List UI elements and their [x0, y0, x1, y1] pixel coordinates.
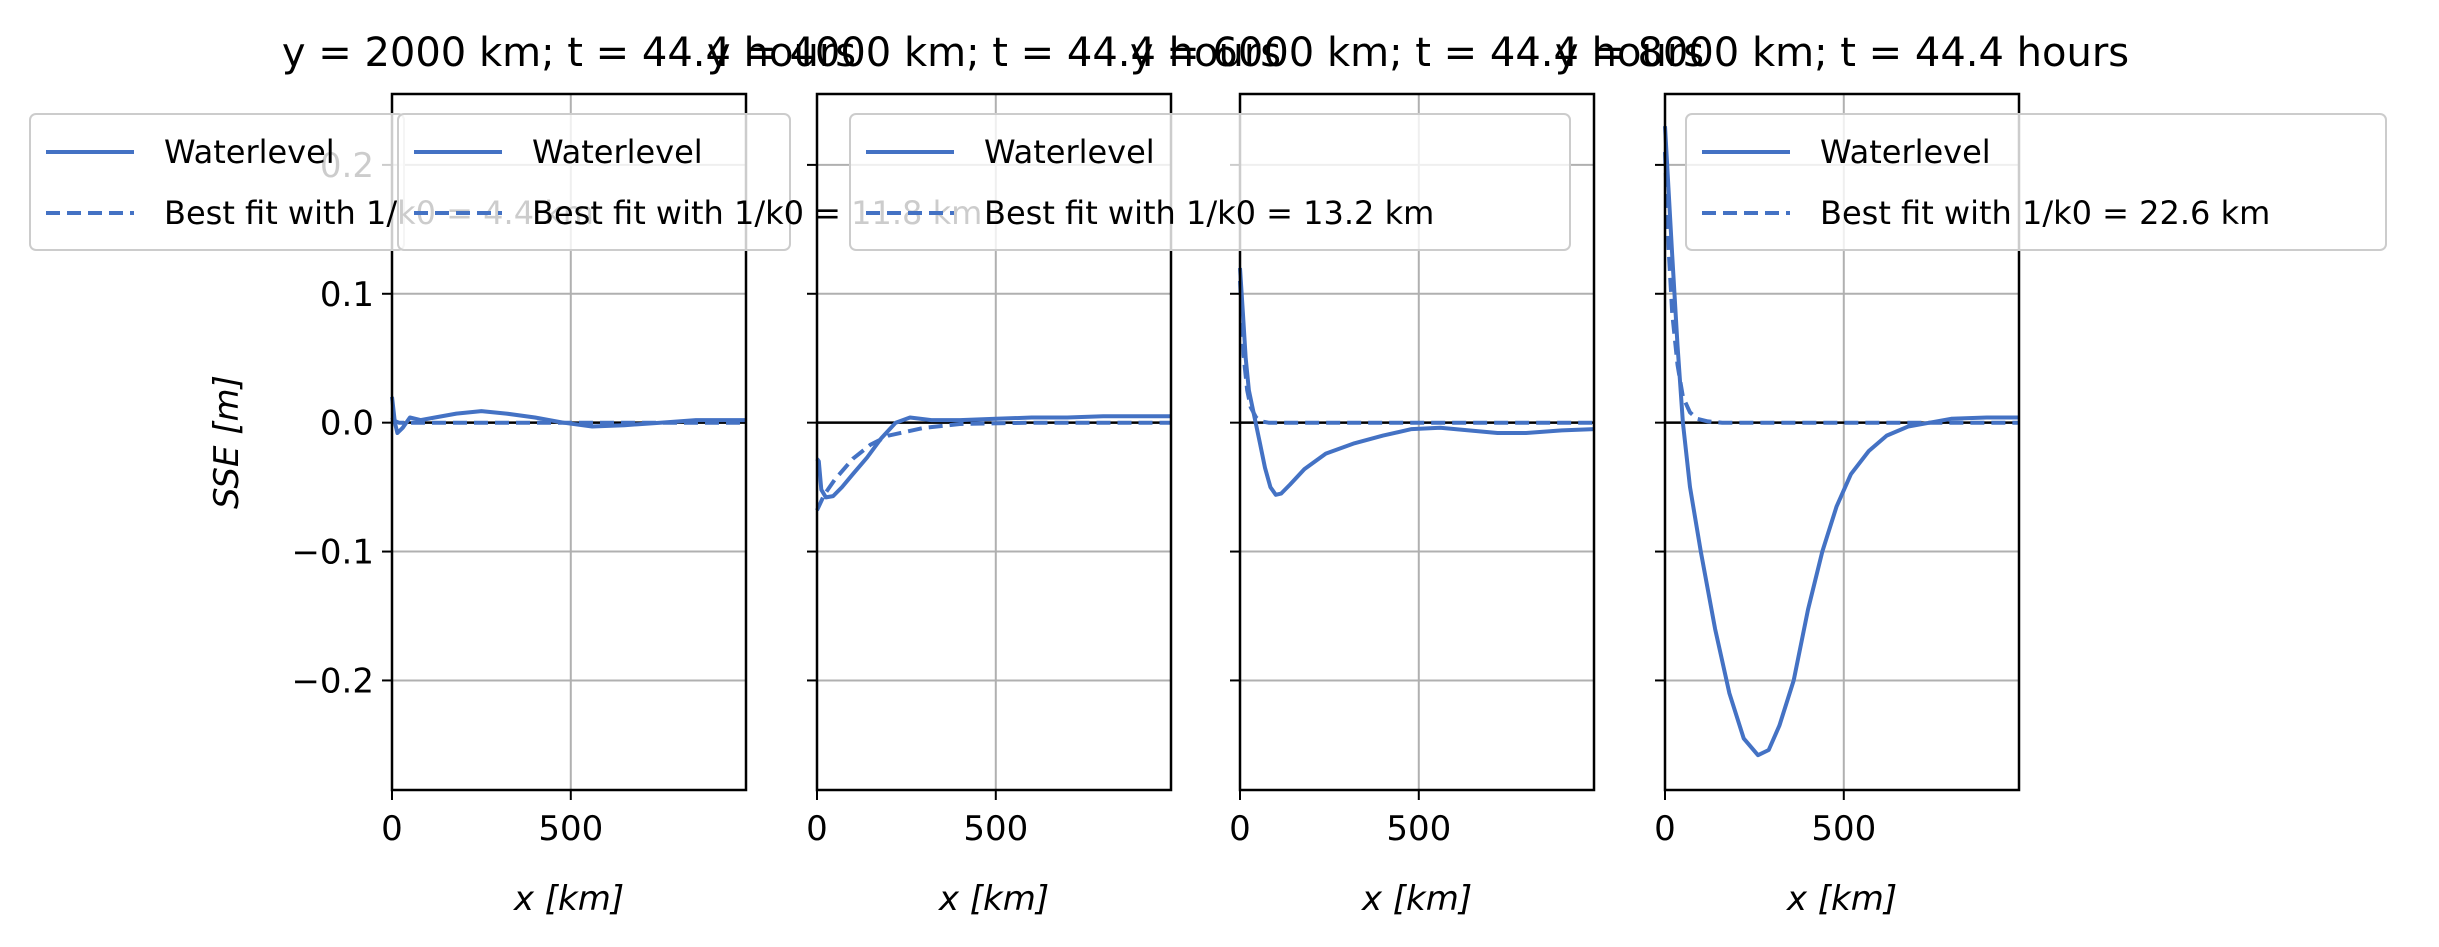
legend-box: [849, 113, 1571, 251]
y-tick-label: 0.1: [320, 275, 374, 315]
series-line-waterlevel: [1238, 267, 1595, 497]
x-tick-label: 500: [1386, 809, 1451, 849]
x-axis-label: x [km]: [513, 879, 624, 919]
x-tick-label: 500: [538, 809, 603, 849]
axes-frame: [815, 92, 1173, 792]
legend-label-waterlevel: Waterlevel: [984, 133, 1155, 171]
axis-ticks: −0.2−0.10.00.10.20500: [291, 146, 603, 849]
series-line-waterlevel: [1663, 126, 2019, 758]
series-lines: [815, 414, 1171, 512]
x-tick-label: 0: [381, 809, 403, 849]
legend-label-best-fit: Best fit with 1/k0 = 22.6 km: [1820, 194, 2270, 232]
axis-ticks: 0 500: [1654, 163, 1876, 849]
x-axis-label: x [km]: [938, 879, 1049, 919]
series-line-best-fit: [1663, 151, 2019, 425]
legend-label-waterlevel: Waterlevel: [164, 133, 335, 171]
series-line-waterlevel: [815, 414, 1171, 500]
subplot-2: 0 500 y = 4000 km; t = 44.4 hours x [km] …: [397, 30, 1281, 919]
series-lines: [390, 396, 746, 435]
legend-label-waterlevel: Waterlevel: [1820, 133, 1991, 171]
x-tick-label: 500: [1811, 809, 1876, 849]
subplot-4: 0 500 y = 8000 km; t = 44.4 hours x [km] …: [1555, 30, 2387, 919]
legend: Waterlevel Best fit with 1/k0 = 22.6 km: [1685, 113, 2387, 251]
legend-box: [397, 113, 791, 251]
legend-label-best-fit: Best fit with 1/k0 = 13.2 km: [984, 194, 1434, 232]
x-tick-label: 0: [1229, 809, 1251, 849]
axis-ticks: 0 500: [1229, 163, 1451, 849]
y-tick-label: −0.2: [291, 661, 374, 701]
series-line-best-fit: [815, 420, 1171, 512]
axis-ticks: 0 500: [806, 163, 1028, 849]
subplot-3: 0 500 y = 6000 km; t = 44.4 hours x [km] …: [849, 30, 1704, 919]
y-axis-label: SSE [m]: [207, 375, 247, 509]
subplot-title: y = 2000 km; t = 44.4 hours: [282, 30, 856, 76]
subplot-1: −0.2−0.10.00.10.20500 y = 2000 km; t = 4…: [29, 30, 856, 919]
axes-frame: [1238, 92, 1596, 792]
series-line-best-fit: [1238, 280, 1594, 425]
axes-frame: [390, 92, 748, 792]
x-axis-label: x [km]: [1786, 879, 1897, 919]
subplot-title: y = 6000 km; t = 44.4 hours: [1130, 30, 1704, 76]
subplot-title: y = 8000 km; t = 44.4 hours: [1555, 30, 2129, 76]
legend-label-waterlevel: Waterlevel: [532, 133, 703, 171]
y-tick-label: 0.0: [320, 404, 374, 444]
series-line-waterlevel: [390, 396, 746, 435]
series-lines: [1238, 267, 1595, 497]
x-tick-label: 0: [806, 809, 828, 849]
axes-frame: [1663, 92, 2021, 792]
subplot-title: y = 4000 km; t = 44.4 hours: [707, 30, 1281, 76]
x-axis-label: x [km]: [1361, 879, 1472, 919]
legend-box: [1685, 113, 2387, 251]
y-tick-label: −0.1: [291, 533, 374, 573]
x-tick-label: 500: [963, 809, 1028, 849]
series-lines: [1663, 126, 2019, 758]
x-tick-label: 0: [1654, 809, 1676, 849]
legend: Waterlevel Best fit with 1/k0 = 13.2 km: [849, 113, 1571, 251]
